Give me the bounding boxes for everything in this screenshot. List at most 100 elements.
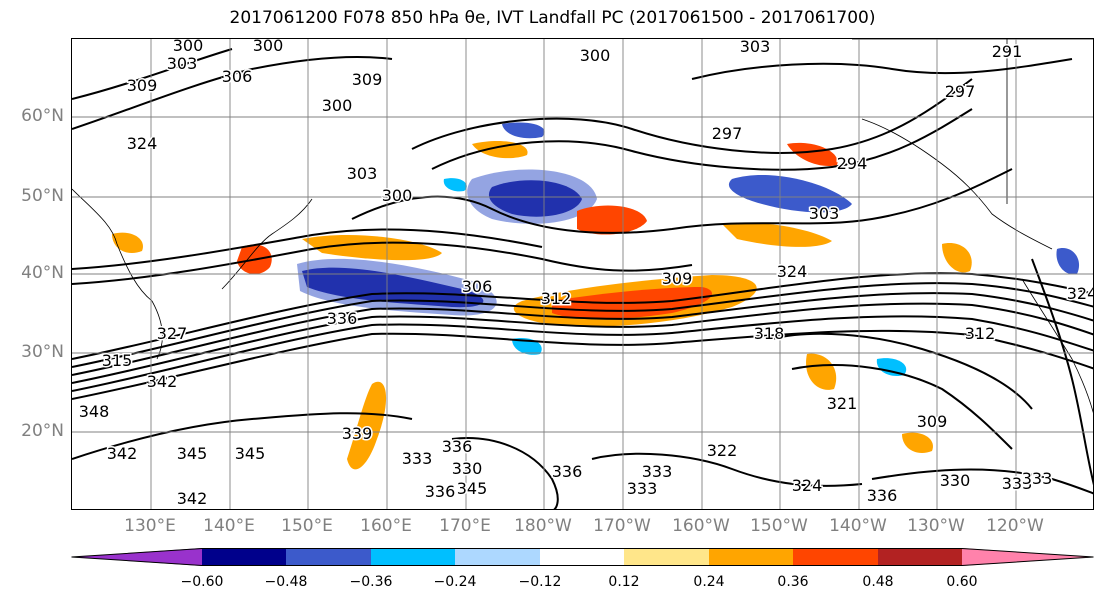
contour-layer <box>72 48 1093 509</box>
colorbar-segment <box>709 548 793 566</box>
contour-label: 322 <box>707 441 738 460</box>
contour-line <box>72 272 1093 360</box>
longitude-label: 140°E <box>203 516 255 536</box>
contour-line <box>72 282 1093 368</box>
contour-line <box>72 302 1093 384</box>
contour-line <box>591 452 863 487</box>
positive-anomaly-patch <box>942 243 972 273</box>
colorbar-segment <box>286 548 371 566</box>
contour-label: 336 <box>327 309 358 328</box>
longitude-label: 160°W <box>672 516 730 536</box>
contour-label: 333 <box>627 479 658 498</box>
longitude-label: 140°W <box>829 516 887 536</box>
contour-line <box>72 315 1093 392</box>
contour-line <box>72 48 233 100</box>
positive-anomaly-patch <box>577 205 647 235</box>
colorbar-tick-label: 0.36 <box>777 574 809 590</box>
contour-line <box>411 78 973 154</box>
graticule <box>72 39 1093 509</box>
longitude-label: 120°W <box>986 516 1044 536</box>
contour-label: 345 <box>235 444 266 463</box>
contour-label: 330 <box>940 471 971 490</box>
contour-label: 342 <box>177 489 208 508</box>
contour-label: 303 <box>740 39 771 56</box>
colorbar-segment <box>202 548 286 566</box>
contour-label: 333 <box>1022 469 1053 488</box>
latitude-label: 40°N <box>21 263 64 283</box>
positive-anomaly-patch <box>347 381 387 470</box>
contour-label: 336 <box>552 462 583 481</box>
contour-label: 309 <box>917 412 948 431</box>
colorbar-tick-label: 0.48 <box>862 574 894 590</box>
negative-anomaly-patch <box>502 122 545 139</box>
longitude-label: 150°W <box>750 516 808 536</box>
coastline <box>852 39 1093 204</box>
negative-anomaly-patch <box>728 175 852 213</box>
contour-label: 345 <box>457 479 488 498</box>
contour-label: 312 <box>541 289 572 308</box>
contour-label: 300 <box>382 186 413 205</box>
longitude-label: 160°E <box>360 516 412 536</box>
negative-anomaly-patch <box>443 178 467 192</box>
map-title: 2017061200 F078 850 hPa θe, IVT Landfall… <box>229 8 876 28</box>
contour-line <box>691 58 1073 80</box>
contour-label: 303 <box>167 54 198 73</box>
contour-label: 321 <box>827 394 858 413</box>
contour-label: 330 <box>452 459 483 478</box>
contour-label: 318 <box>754 324 785 343</box>
colorbar-tick-label: −0.12 <box>518 574 562 590</box>
colorbar <box>71 548 1094 566</box>
positive-anomaly-patch <box>112 232 143 254</box>
contour-line <box>1031 258 1093 486</box>
contour-label: 336 <box>867 486 898 505</box>
negative-anomaly-patch <box>876 358 907 377</box>
contour-label: 309 <box>127 76 158 95</box>
contour-label: 333 <box>642 462 673 481</box>
contour-label: 303 <box>809 204 840 223</box>
colorbar-segment <box>878 548 962 566</box>
contour-label: 342 <box>107 444 138 463</box>
longitude-label: 130°W <box>907 516 965 536</box>
longitude-label: 150°E <box>281 516 333 536</box>
colorbar-segment <box>371 548 455 566</box>
contour-label: 297 <box>945 82 976 101</box>
contour-label: 324 <box>127 134 158 153</box>
contour-label: 345 <box>177 444 208 463</box>
contour-label: 312 <box>965 324 996 343</box>
contour-label: 306 <box>462 277 493 296</box>
longitude-label: 170°W <box>593 516 651 536</box>
contour-line <box>451 437 559 509</box>
contour-line <box>72 412 413 460</box>
contour-label: 333 <box>402 449 433 468</box>
contour-label: 300 <box>253 39 284 55</box>
contour-line <box>771 332 1033 410</box>
contour-label: 324 <box>777 262 808 281</box>
contour-line <box>72 56 393 130</box>
contour-line <box>72 329 1093 400</box>
colorbar-tick-label: 0.12 <box>608 574 640 590</box>
contour-label: 336 <box>442 437 473 456</box>
positive-anomaly-patch <box>787 142 838 167</box>
colorbar-upper-extension <box>962 548 1094 566</box>
colorbar-lower-extension <box>71 548 202 566</box>
map-panel: 300 300 303 306 309 309 300 300 303 291 297 324 303 3… <box>71 38 1094 510</box>
colorbar-tick-label: −0.48 <box>264 574 308 590</box>
contour-label: 315 <box>102 351 133 370</box>
contour-label: 324 <box>1067 284 1094 303</box>
contour-label: 300 <box>580 46 611 65</box>
contour-label: 297 <box>712 124 743 143</box>
colorbar-segment <box>540 548 624 566</box>
longitude-label: 170°E <box>439 516 491 536</box>
contour-label: 348 <box>79 402 110 421</box>
colorbar-tick-label: −0.36 <box>349 574 393 590</box>
positive-anomaly-patch <box>302 234 442 261</box>
longitude-label: 130°E <box>124 516 176 536</box>
contour-label: 309 <box>352 70 383 89</box>
latitude-label: 60°N <box>21 106 64 126</box>
positive-anomaly-patch <box>806 353 837 390</box>
contour-line <box>871 468 1093 495</box>
colorbar-outline <box>71 548 1094 566</box>
contour-label: 324 <box>792 476 823 495</box>
